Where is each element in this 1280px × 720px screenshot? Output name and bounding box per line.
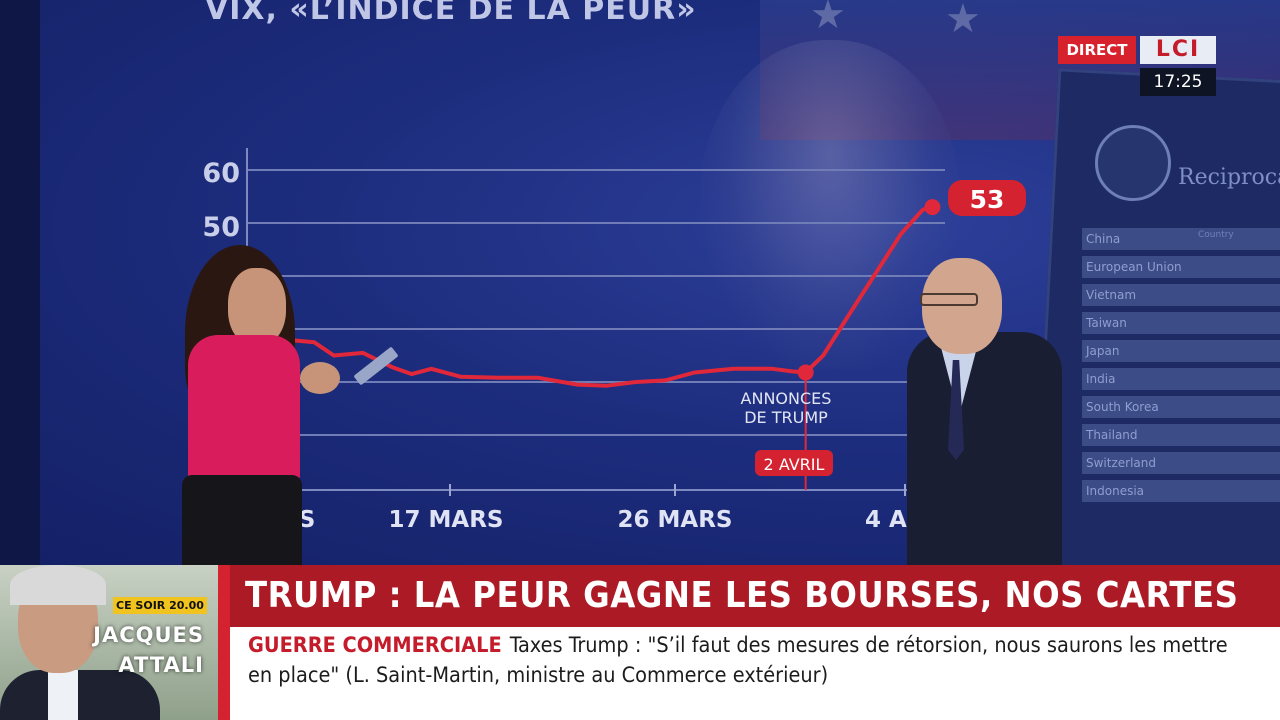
last-value-point: [924, 199, 941, 216]
date-badge: [755, 450, 833, 476]
presenter-face: [228, 268, 286, 346]
x-tick-label-4-avril: 4 A: [865, 507, 907, 533]
order-country-row: Indonesia: [1082, 480, 1280, 502]
chart-title: VIX, «L’INDICE DE LA PEUR»: [205, 0, 697, 27]
analyst-glasses: [920, 293, 978, 306]
y-tick-label-60: 60: [202, 158, 240, 189]
date-badge-label: 2 AVRIL: [764, 455, 825, 474]
headline-bar: [230, 565, 1280, 627]
headline: TRUMP : LA PEUR GAGNE LES BOURSES, NOS C…: [245, 575, 1239, 616]
star-icon: ★: [810, 0, 846, 38]
order-column-header: Country: [1198, 230, 1234, 240]
guest-hair: [10, 565, 106, 605]
analyst-tie: [948, 360, 964, 460]
guest-first-name: JACQUES: [93, 623, 204, 647]
annotation-line-2: DE TRUMP: [744, 408, 828, 427]
star-icon: ★: [945, 0, 981, 42]
ticker: GUERRE COMMERCIALE Taxes Trump : "S’il fa…: [248, 631, 1248, 691]
order-country-row: European Union: [1082, 256, 1280, 278]
order-country-row: Thailand: [1082, 424, 1280, 446]
background-portrait: [700, 40, 960, 370]
analyst-head: [922, 258, 1002, 354]
order-country-row: Japan: [1082, 340, 1280, 362]
annotation-line-1: ANNONCES: [741, 389, 832, 408]
order-country-row: Taiwan: [1082, 312, 1280, 334]
last-value-label: 53: [970, 185, 1005, 214]
vix-line-chart: 60 50 S 17 MARS 26 MARS 4 A ANNONCES DE …: [202, 148, 1026, 533]
live-badge: DIRECT: [1058, 36, 1136, 64]
order-country-row: Vietnam: [1082, 284, 1280, 306]
guest-last-name: ATTALI: [118, 653, 204, 677]
guest-suit: [0, 670, 160, 720]
chart-gridlines: [247, 169, 945, 436]
x-tick-label-26-mars: 26 MARS: [618, 507, 733, 533]
ticker-bar: [230, 627, 1280, 720]
banner-accent: [218, 565, 230, 720]
order-title: Reciprocal: [1178, 165, 1280, 190]
screen-bezel: [0, 0, 40, 565]
event-point: [797, 364, 814, 381]
studio-screen: ★ ★ Reciprocal Country China European Uni…: [0, 0, 1280, 565]
ticker-category: GUERRE COMMERCIALE: [248, 633, 502, 658]
broadcast-clock: 17:25: [1140, 68, 1216, 96]
vix-series-line: [283, 205, 935, 388]
presidential-seal-icon: [1095, 125, 1171, 201]
last-value-badge: [948, 180, 1026, 216]
order-country-row: South Korea: [1082, 396, 1280, 418]
x-tick-label-17-mars: 17 MARS: [389, 507, 504, 533]
order-country-row: Switzerland: [1082, 452, 1280, 474]
analyst-suit: [907, 332, 1062, 565]
presenter-skirt: [182, 475, 302, 565]
channel-logo: LCI: [1140, 36, 1216, 64]
guest-name: JACQUES ATTALI: [80, 620, 204, 680]
guest-thumbnail: [0, 565, 218, 720]
order-country-list: China European Union Vietnam Taiwan Japan Ind…: [1082, 228, 1280, 508]
order-country-row: China: [1082, 228, 1280, 250]
ticker-text: Taxes Trump : "S’il faut des mesures de …: [248, 633, 1228, 688]
presenter-hand: [300, 362, 340, 394]
y-tick-label-50: 50: [202, 212, 240, 243]
order-country-row: India: [1082, 368, 1280, 390]
presenter-blouse: [188, 335, 300, 485]
guest-shirt: [48, 670, 78, 720]
x-tick-label-partial-left: S: [299, 507, 316, 533]
schedule-badge: CE SOIR 20.00: [113, 597, 207, 614]
